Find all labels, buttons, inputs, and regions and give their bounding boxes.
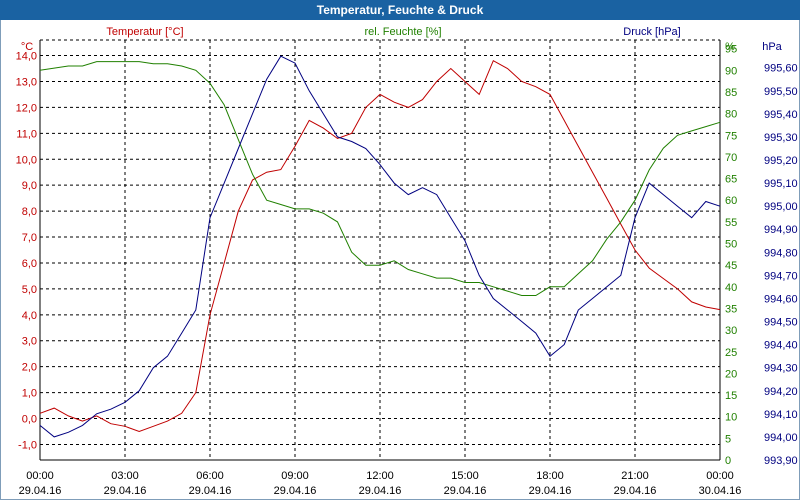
temperature-tick-label: 13,0 <box>16 76 37 88</box>
temperature-tick-label: 0,0 <box>22 414 37 426</box>
humidity-tick-label: 20 <box>725 368 737 380</box>
humidity-tick-labels: 0 5 10 15 20 25 30 35 40 45 50 55 60 65 70 75 80 85 90 95 <box>725 44 737 467</box>
humidity-tick-label: 45 <box>725 260 737 272</box>
humidity-tick-label: 65 <box>725 174 737 186</box>
pressure-tick-label: 995,10 <box>764 178 798 190</box>
x-tick-time: 00:00 <box>706 470 734 482</box>
humidity-series-line <box>39 61 721 296</box>
x-tick-date: 29.04.16 <box>614 485 657 497</box>
humidity-tick-label: 60 <box>725 195 737 207</box>
x-tick-time: 06:00 <box>196 470 224 482</box>
humidity-tick-label: 10 <box>725 412 737 424</box>
pressure-tick-label: 994,20 <box>764 386 798 398</box>
series-lines <box>39 55 721 438</box>
temperature-unit-label: °C <box>21 41 33 53</box>
humidity-axis-label: rel. Feuchte [%] <box>364 26 441 38</box>
pressure-tick-label: 995,40 <box>764 109 798 121</box>
x-tick-labels: 00:00 29.04.16 03:00 29.04.16 06:00 29.04.16 0… <box>19 470 742 497</box>
x-tick-time: 15:00 <box>451 470 479 482</box>
temperature-tick-label: 2,0 <box>22 362 37 374</box>
humidity-tick-label: 75 <box>725 130 737 142</box>
humidity-tick-label: 25 <box>725 347 737 359</box>
x-tick-date: 29.04.16 <box>274 485 317 497</box>
pressure-tick-label: 994,60 <box>764 293 798 305</box>
humidity-tick-label: 35 <box>725 303 737 315</box>
x-tick-date: 29.04.16 <box>529 485 572 497</box>
temperature-tick-label: 1,0 <box>22 388 37 400</box>
x-tick-time: 18:00 <box>536 470 564 482</box>
x-tick-time: 21:00 <box>621 470 649 482</box>
humidity-tick-label: 30 <box>725 325 737 337</box>
humidity-tick-label: 95 <box>725 44 737 56</box>
humidity-tick-label: 85 <box>725 87 737 99</box>
humidity-tick-label: 55 <box>725 217 737 229</box>
humidity-tick-label: 80 <box>725 109 737 121</box>
x-tick-time: 12:00 <box>366 470 394 482</box>
pressure-tick-label: 994,30 <box>764 363 798 375</box>
pressure-tick-labels: 993,90 994,00 994,10 994,20 994,30 994,40 994,… <box>764 63 798 467</box>
pressure-tick-label: 993,90 <box>764 455 798 467</box>
pressure-series-line <box>39 55 721 438</box>
temperature-tick-label: 12,0 <box>16 102 37 114</box>
pressure-tick-label: 995,00 <box>764 201 798 213</box>
temperature-tick-label: 7,0 <box>22 232 37 244</box>
x-tick-date: 30.04.16 <box>699 485 742 497</box>
temperature-tick-labels: -1,0 0,0 1,0 2,0 3,0 4,0 5,0 6,0 7,0 8,0 9,0 10,0 11… <box>16 51 37 452</box>
temperature-tick-label: 8,0 <box>22 206 37 218</box>
x-tick-time: 09:00 <box>281 470 309 482</box>
humidity-tick-label: 5 <box>725 433 731 445</box>
x-tick-date: 29.04.16 <box>189 485 232 497</box>
x-tick-date: 29.04.16 <box>444 485 487 497</box>
pressure-tick-label: 994,70 <box>764 270 798 282</box>
humidity-tick-label: 15 <box>725 390 737 402</box>
temperature-series-line <box>39 59 721 433</box>
humidity-tick-label: 90 <box>725 65 737 77</box>
x-tick-date: 29.04.16 <box>104 485 147 497</box>
temperature-tick-label: -1,0 <box>18 439 37 451</box>
grid-lines <box>40 40 720 460</box>
temperature-axis-label: Temperatur [°C] <box>106 26 183 38</box>
window-title: Temperatur, Feuchte & Druck <box>0 0 800 20</box>
humidity-tick-label: 40 <box>725 282 737 294</box>
temperature-tick-label: 3,0 <box>22 336 37 348</box>
temperature-tick-label: 10,0 <box>16 154 37 166</box>
temperature-tick-label: 4,0 <box>22 310 37 322</box>
pressure-tick-label: 994,40 <box>764 340 798 352</box>
pressure-tick-label: 995,50 <box>764 86 798 98</box>
temperature-tick-label: 6,0 <box>22 258 37 270</box>
x-tick-date: 29.04.16 <box>19 485 62 497</box>
pressure-tick-label: 995,30 <box>764 132 798 144</box>
temperature-tick-label: 5,0 <box>22 284 37 296</box>
pressure-axis-label: Druck [hPa] <box>623 26 680 38</box>
pressure-tick-label: 994,10 <box>764 409 798 421</box>
pressure-tick-label: 994,90 <box>764 224 798 236</box>
temperature-tick-label: 11,0 <box>16 128 37 140</box>
pressure-tick-label: 995,20 <box>764 155 798 167</box>
pressure-unit-label: hPa <box>762 41 782 53</box>
humidity-tick-label: 0 <box>725 455 731 467</box>
x-tick-time: 00:00 <box>26 470 54 482</box>
plot-frame <box>39 39 721 461</box>
pressure-tick-label: 994,50 <box>764 317 798 329</box>
x-tick-time: 03:00 <box>111 470 139 482</box>
humidity-tick-label: 70 <box>725 152 737 164</box>
humidity-tick-label: 50 <box>725 239 737 251</box>
temperature-tick-label: 14,0 <box>16 51 37 63</box>
pressure-tick-label: 994,80 <box>764 247 798 259</box>
x-tick-date: 29.04.16 <box>359 485 402 497</box>
humidity-unit-label: % <box>725 41 735 53</box>
temperature-tick-label: 9,0 <box>22 180 37 192</box>
pressure-tick-label: 995,60 <box>764 63 798 75</box>
pressure-tick-label: 994,00 <box>764 432 798 444</box>
